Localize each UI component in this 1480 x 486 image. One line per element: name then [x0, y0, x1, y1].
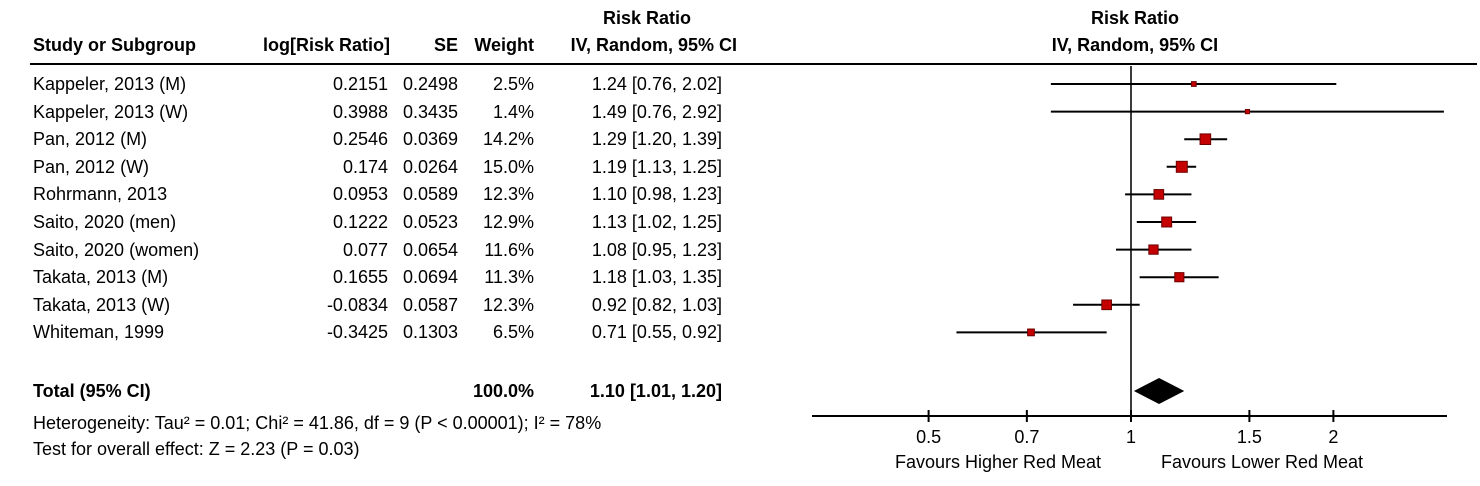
weight-cell: 1.4% [492, 102, 534, 122]
effect-square [1175, 160, 1188, 173]
favours-left-label: Favours Higher Red Meat [895, 452, 1101, 472]
axis-tick-label: 0.7 [1014, 427, 1039, 447]
rr-ci-cell: 1.29 [1.20, 1.39] [591, 129, 722, 149]
study-cell: Takata, 2013 (W) [33, 295, 171, 315]
se-cell: 0.1303 [402, 322, 458, 342]
effect-square [1174, 272, 1185, 283]
rr-ci-cell: 1.24 [0.76, 2.02] [591, 74, 722, 94]
rr-ci-cell: 0.71 [0.55, 0.92] [591, 322, 722, 342]
weight-cell: 15.0% [482, 157, 534, 177]
logrr-cell: 0.1655 [332, 267, 388, 287]
rr-ci-cell: 1.08 [0.95, 1.23] [591, 240, 722, 260]
column-header-study: Study or Subgroup [33, 35, 196, 55]
rr-ci-cell: 1.18 [1.03, 1.35] [591, 267, 722, 287]
effect-square [1153, 189, 1165, 200]
rr-ci-cell: 1.13 [1.02, 1.25] [591, 212, 722, 232]
study-cell: Saito, 2020 (women) [33, 240, 200, 260]
weight-cell: 12.9% [482, 212, 534, 232]
weight-cell: 11.3% [484, 267, 534, 287]
header-underline [30, 63, 1477, 65]
right-effect-title: Risk Ratio [1090, 8, 1180, 28]
logrr-cell: -0.0834 [326, 295, 388, 315]
axis-tick-label: 1 [1126, 427, 1136, 447]
effect-square [1148, 244, 1159, 255]
weight-cell: 6.5% [492, 322, 534, 342]
se-cell: 0.0654 [402, 240, 458, 260]
total-weight: 100.0% [472, 381, 534, 401]
rr-ci-cell: 1.49 [0.76, 2.92] [591, 102, 722, 122]
total-diamond [1133, 378, 1185, 404]
rr-ci-cell: 1.19 [1.13, 1.25] [591, 157, 722, 177]
logrr-cell: -0.3425 [326, 322, 388, 342]
overall-effect-text: Test for overall effect: Z = 2.23 (P = 0… [33, 439, 360, 459]
logrr-cell: 0.2151 [332, 74, 388, 94]
weight-cell: 12.3% [482, 295, 534, 315]
weight-cell: 14.2% [482, 129, 534, 149]
study-cell: Pan, 2012 (W) [33, 157, 150, 177]
right-effect-subtitle: IV, Random, 95% CI [1051, 35, 1219, 55]
weight-cell: 2.5% [492, 74, 534, 94]
total-rr-ci: 1.10 [1.01, 1.20] [589, 381, 722, 401]
se-cell: 0.3435 [402, 102, 458, 122]
heterogeneity-text: Heterogeneity: Tau² = 0.01; Chi² = 41.86… [33, 413, 602, 433]
logrr-cell: 0.077 [342, 240, 388, 260]
effect-square [1101, 299, 1112, 311]
se-cell: 0.0369 [402, 129, 458, 149]
effect-square [1244, 109, 1251, 115]
effect-square [1161, 216, 1173, 228]
weight-cell: 11.6% [484, 240, 534, 260]
study-cell: Takata, 2013 (M) [33, 267, 169, 287]
favours-right-label: Favours Lower Red Meat [1161, 452, 1363, 472]
se-cell: 0.0589 [402, 184, 458, 204]
effect-square [1190, 81, 1197, 87]
se-cell: 0.0523 [402, 212, 458, 232]
effect-square [1027, 328, 1035, 337]
axis-tick-label: 1.5 [1237, 427, 1262, 447]
study-cell: Whiteman, 1999 [33, 322, 165, 342]
column-header-se: SE [433, 35, 458, 55]
column-header-ci: IV, Random, 95% CI [570, 35, 737, 55]
se-cell: 0.0587 [402, 295, 458, 315]
logrr-cell: 0.1222 [332, 212, 388, 232]
se-cell: 0.0264 [402, 157, 458, 177]
study-cell: Kappeler, 2013 (W) [33, 102, 189, 122]
logrr-cell: 0.0953 [332, 184, 388, 204]
study-cell: Rohrmann, 2013 [33, 184, 168, 204]
weight-cell: 12.3% [482, 184, 534, 204]
total-label: Total (95% CI) [33, 381, 151, 401]
logrr-cell: 0.3988 [332, 102, 388, 122]
se-cell: 0.2498 [402, 74, 458, 94]
logrr-cell: 0.174 [342, 157, 388, 177]
rr-ci-cell: 1.10 [0.98, 1.23] [591, 184, 722, 204]
axis-tick-label: 0.5 [916, 427, 941, 447]
rr-ci-cell: 0.92 [0.82, 1.03] [591, 295, 722, 315]
column-header-weight: Weight [474, 35, 534, 55]
study-cell: Pan, 2012 (M) [33, 129, 148, 149]
study-cell: Kappeler, 2013 (M) [33, 74, 187, 94]
axis-tick-label: 2 [1328, 427, 1338, 447]
left-effect-title: Risk Ratio [602, 8, 692, 28]
logrr-cell: 0.2546 [332, 129, 388, 149]
effect-square [1199, 133, 1212, 145]
column-header-logrr: log[Risk Ratio] [262, 35, 390, 55]
se-cell: 0.0694 [402, 267, 458, 287]
study-cell: Saito, 2020 (men) [33, 212, 177, 232]
